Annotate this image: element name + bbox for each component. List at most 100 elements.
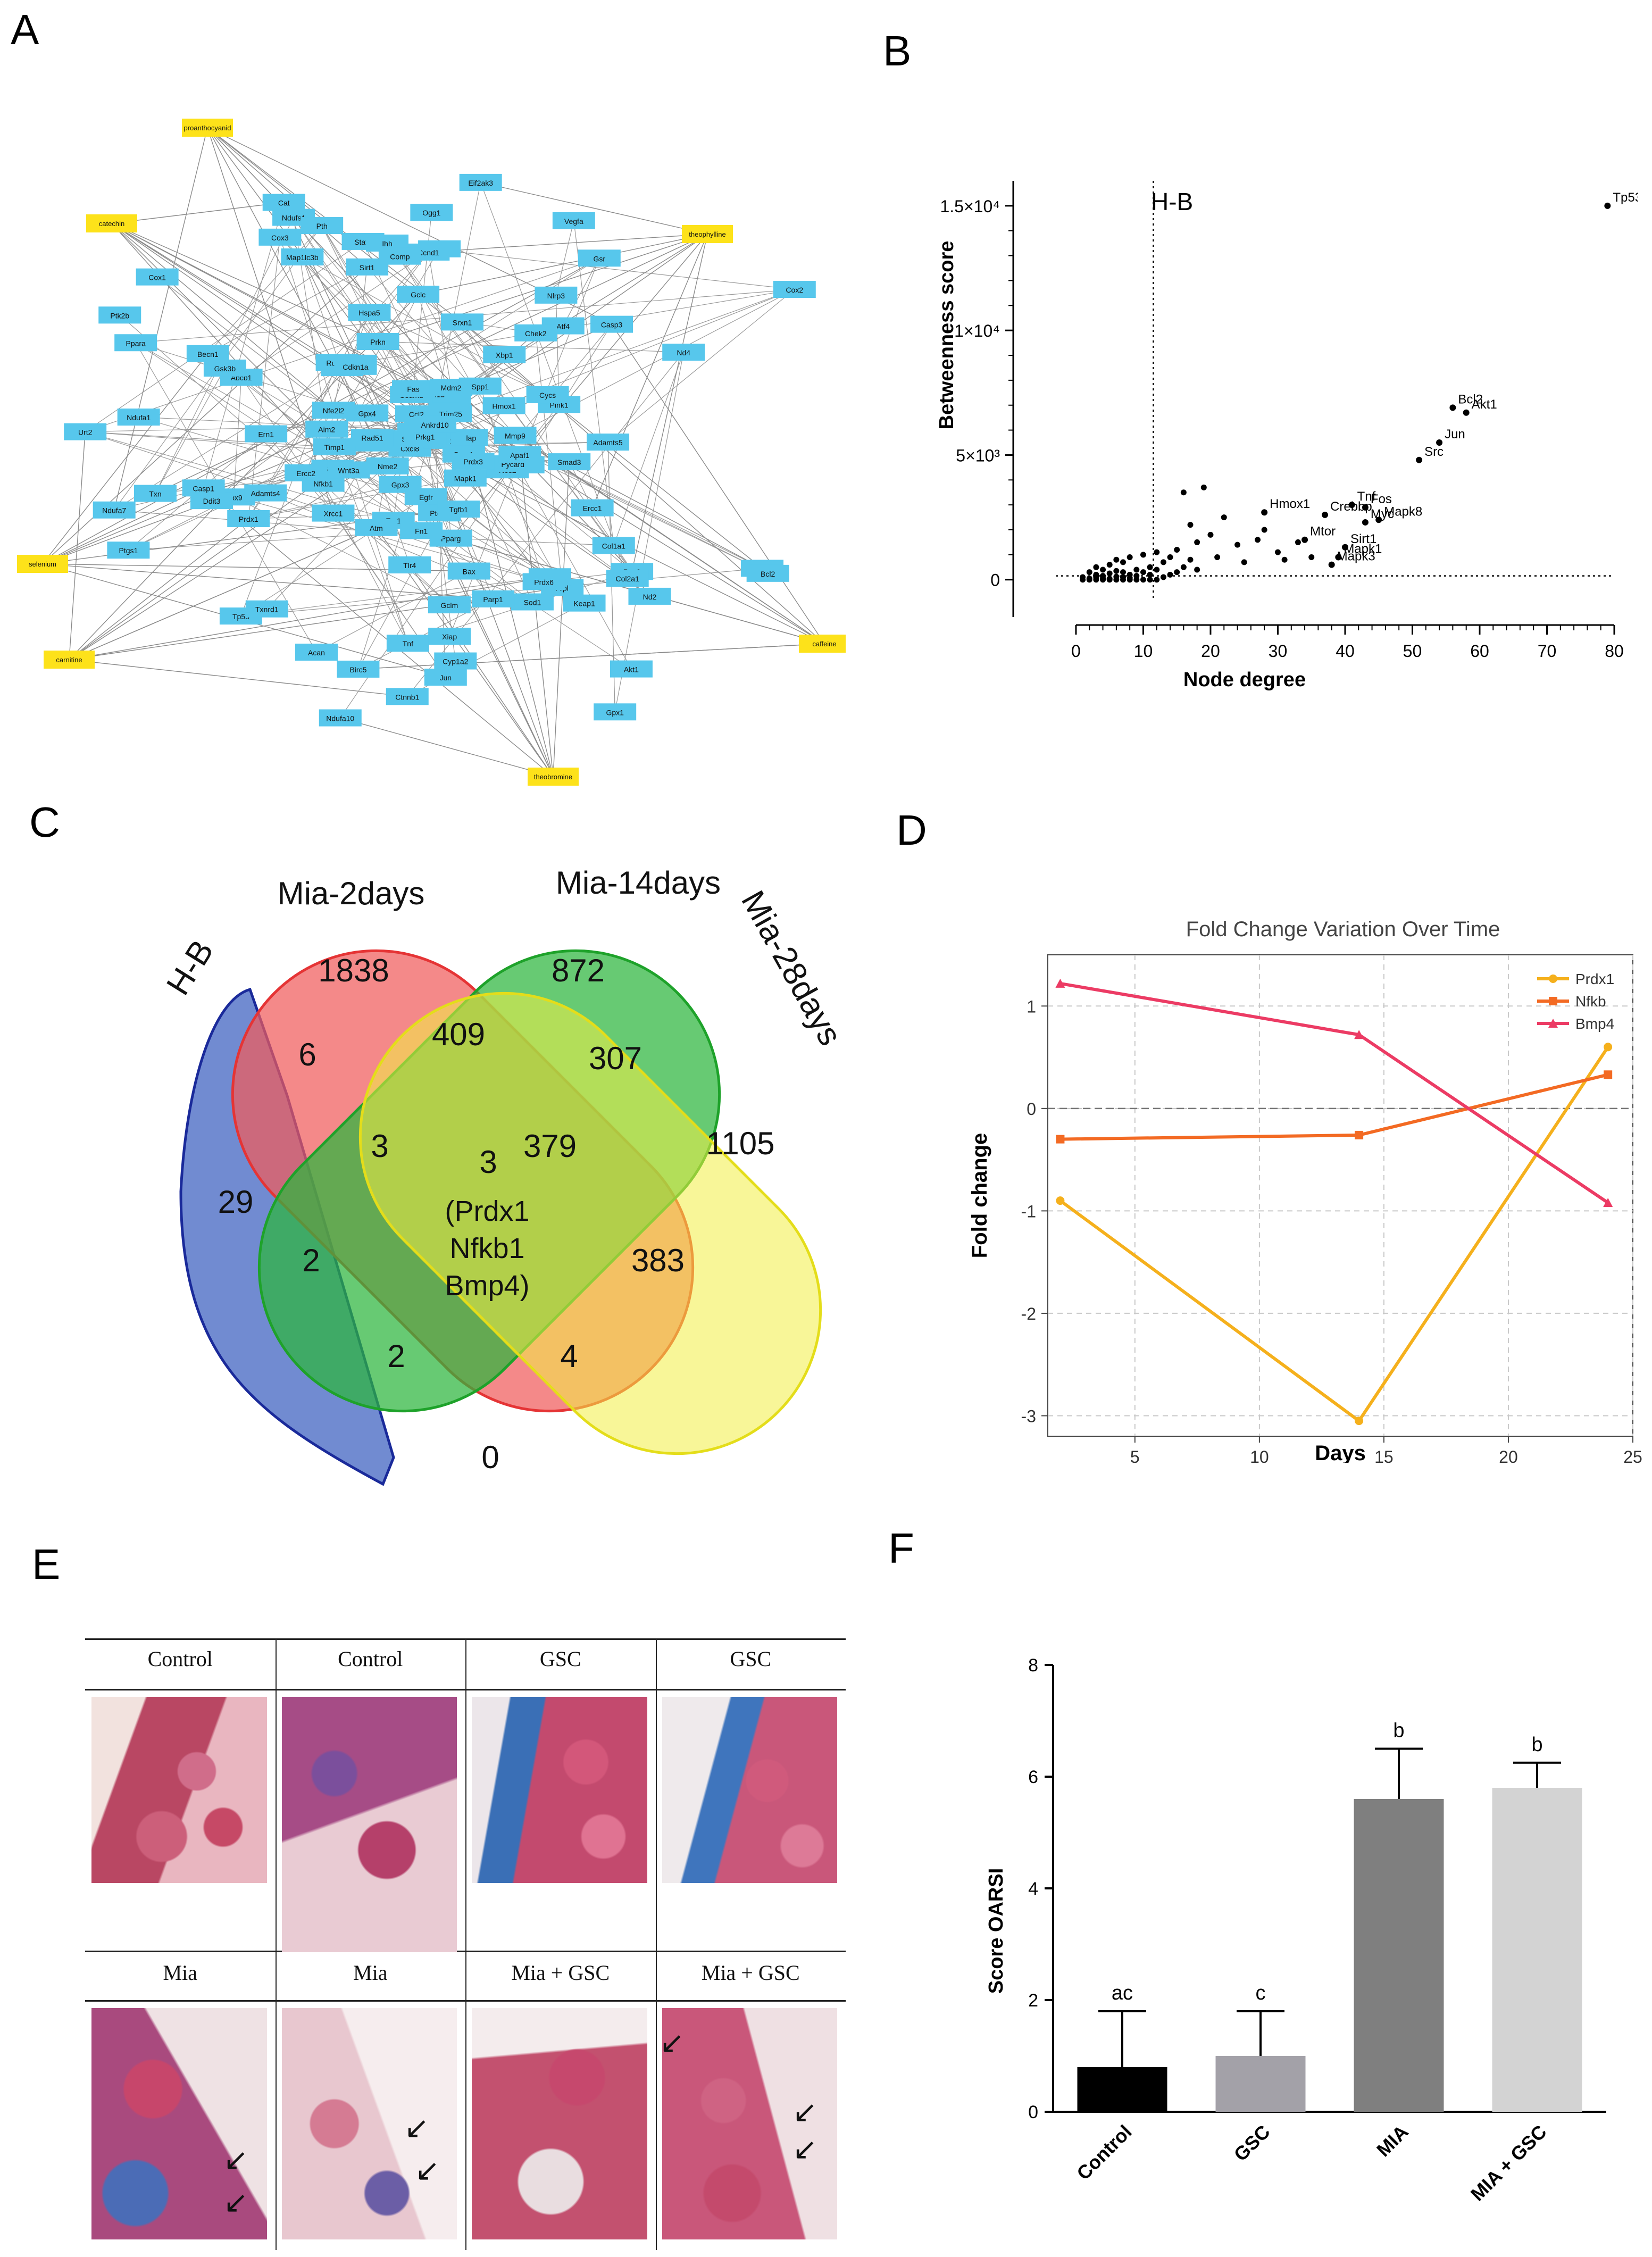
gene-node-label: Cyp1a2	[443, 657, 468, 666]
scatter-point	[1221, 514, 1227, 521]
histology-divider	[655, 1638, 657, 2250]
network-edge	[553, 462, 570, 777]
bar-y-tick-label: 6	[1028, 1767, 1038, 1787]
histology-col-label: GSC	[730, 1647, 772, 1671]
network-edge	[614, 352, 684, 712]
scatter-y-tick-label: 1×10⁴	[954, 321, 1000, 340]
gene-node	[746, 564, 789, 582]
network-edge	[369, 312, 548, 395]
scatter-point	[1106, 576, 1113, 582]
gene-node-label: Ndufs1	[282, 214, 306, 222]
scatter-point	[1167, 554, 1173, 561]
gene-node-label: Cdkn1a	[343, 363, 368, 371]
line-legend-label: Prdx1	[1575, 971, 1614, 987]
scatter-point	[1167, 571, 1173, 578]
bar-gsc	[1215, 2056, 1306, 2112]
network-edge	[507, 469, 632, 572]
venn-count: 383	[631, 1243, 685, 1278]
gene-node	[400, 522, 443, 539]
bar-marks: ac Control c GSC b MIA b MIA + GSC	[1072, 1720, 1582, 2205]
gene-node	[590, 315, 633, 333]
scatter-point	[1120, 574, 1127, 580]
gene-node-label: Birc5	[349, 665, 366, 674]
network-edge	[42, 353, 208, 564]
gene-node	[392, 380, 435, 397]
gene-node-label: Aim2	[318, 426, 335, 434]
network-edge	[462, 321, 825, 644]
network-edge	[563, 257, 600, 326]
venn-count: 2	[387, 1338, 405, 1374]
scatter-point	[1106, 562, 1113, 568]
scatter-y-tick-label: 0	[990, 571, 1000, 590]
scatter-point	[1174, 546, 1180, 553]
gene-node	[483, 346, 526, 363]
network-edge	[207, 127, 377, 444]
line-x-tick-label: 5	[1130, 1447, 1140, 1463]
gene-node	[472, 590, 515, 607]
bar-category-label: MIA	[1372, 2121, 1413, 2161]
network-edge	[279, 237, 524, 465]
histology-image	[472, 1697, 647, 1883]
histology-grid: Control Control GSC GSC Mia Mia Mia + GSC Mia +…	[85, 1638, 846, 2250]
line-x-tick-label: 25	[1623, 1447, 1642, 1463]
gene-node	[424, 668, 467, 686]
bar-control	[1077, 2067, 1167, 2112]
scatter-point	[1281, 556, 1288, 563]
gene-node-label: Comp	[390, 253, 410, 261]
scatter-point	[1127, 554, 1133, 561]
gene-node	[295, 643, 338, 661]
gene-node	[356, 333, 399, 351]
scatter-chart: 0 5×10³ 1×10⁴ 1.5×10⁴ 0 10 20 30 40 50 60 70 80 Tp53…	[936, 181, 1638, 691]
venn-set-mia28	[358, 992, 822, 1455]
gene-node-label: Gpx4	[358, 409, 376, 418]
scatter-point	[1328, 561, 1335, 568]
network-edge	[340, 717, 554, 777]
gene-node	[526, 386, 569, 404]
scatter-x-tick-label: 30	[1269, 642, 1288, 661]
gene-node	[285, 464, 328, 481]
gene-node	[93, 501, 136, 519]
arrow-icon: ↙	[660, 2026, 685, 2059]
network-edge	[85, 431, 513, 464]
gene-node-label: Sirt1	[360, 263, 375, 272]
network-edge	[111, 223, 614, 546]
gene-node	[346, 404, 389, 422]
scatter-point	[1100, 573, 1106, 579]
venn-count: 2	[302, 1243, 320, 1278]
line-legend-marker	[1549, 997, 1557, 1005]
gene-node-label: Nme2	[378, 462, 398, 471]
gene-node-label: Becn1	[197, 350, 219, 359]
line-marker	[1056, 1135, 1065, 1144]
arrow-icon: ↙	[404, 2111, 429, 2144]
line-x-tick-label: 10	[1250, 1447, 1269, 1463]
gene-node	[482, 397, 525, 414]
network-edge	[233, 377, 242, 497]
scatter-point	[1093, 564, 1099, 570]
line-y-tick-label: 1	[1027, 997, 1036, 1016]
gene-node	[379, 476, 422, 493]
histology-image	[472, 2008, 647, 2239]
gene-node	[114, 334, 157, 352]
scatter-point	[1255, 537, 1261, 543]
gene-node	[498, 446, 541, 463]
network-edge	[418, 234, 708, 295]
gene-node-label: Xrcc1	[323, 510, 343, 518]
line-x-tick-label: 20	[1499, 1447, 1518, 1463]
network-edge	[69, 520, 394, 660]
compound-node	[44, 651, 95, 669]
histology-col-label: Mia + GSC	[511, 1961, 610, 1985]
gene-node-label: Cox2	[786, 286, 803, 294]
gene-node	[434, 652, 477, 670]
scatter-point	[1113, 568, 1120, 574]
gene-node-label: Gsk3b	[214, 364, 236, 373]
scatter-x-tick-label: 60	[1470, 642, 1489, 661]
line-legend-label: Nfkb	[1575, 993, 1606, 1010]
gene-node-label: Cat	[278, 198, 290, 207]
histology-divider	[465, 1638, 466, 2250]
gene-node	[107, 542, 150, 559]
venn-center-gene: Bmp4)	[445, 1270, 529, 1302]
histology-col-label: Mia	[163, 1961, 197, 1985]
gene-node-label: Spp1	[471, 382, 489, 391]
histology-image	[281, 1697, 457, 1952]
gene-node-label: Gclm	[441, 601, 458, 610]
